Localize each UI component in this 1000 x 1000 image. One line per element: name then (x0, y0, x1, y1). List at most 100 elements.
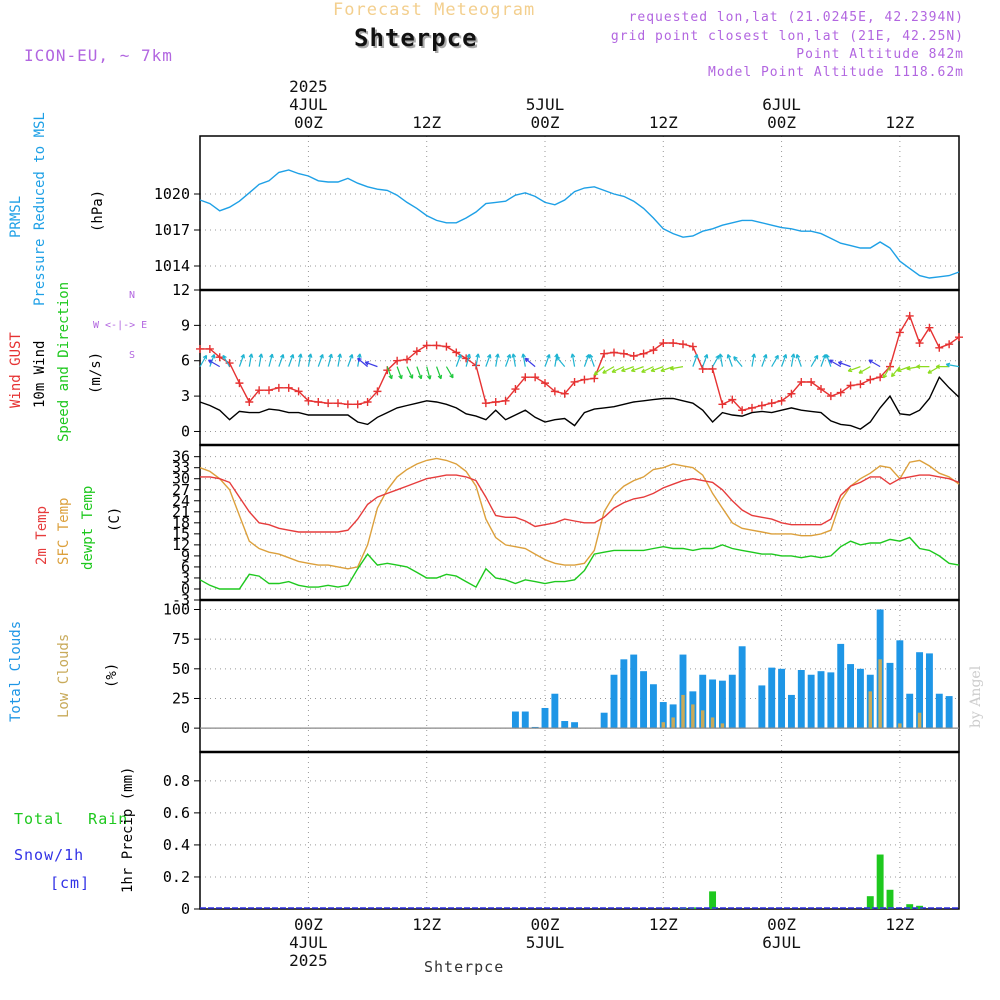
gust-point (412, 347, 421, 356)
total-cloud-bar (699, 674, 707, 729)
total-cloud-bar (925, 653, 933, 729)
gust-point (807, 377, 816, 386)
total-cloud-bar (640, 671, 648, 729)
gust-point (679, 340, 687, 349)
wind-arrow (347, 353, 354, 367)
wind-arrow (465, 353, 471, 367)
time-axis-top-label: 5JUL (526, 95, 565, 114)
wind-arrow (317, 353, 324, 367)
gust-point (728, 395, 737, 404)
y-tick-label: 1020 (154, 185, 190, 203)
wind-arrow (935, 364, 950, 369)
total-cloud-bar (718, 680, 726, 729)
rain-bar (886, 889, 894, 909)
panel-frame (199, 135, 960, 291)
wind-arrow (207, 359, 221, 368)
y-tick-label: 100 (163, 600, 190, 618)
total-cloud-bar (669, 704, 677, 729)
gust-point (235, 379, 244, 388)
y-tick-label: 0.8 (163, 772, 190, 790)
total-cloud-bar (916, 652, 924, 729)
footer-location: Shterpce (424, 958, 505, 976)
wind-arrow (790, 353, 796, 367)
time-axis-top-label: 12Z (885, 113, 914, 132)
gust-point (748, 403, 756, 412)
compass-north: N (129, 290, 136, 301)
model-label: ICON-EU, ~ 7km (24, 46, 173, 65)
gust-point (836, 388, 845, 397)
total-cloud-bar (856, 668, 864, 729)
time-axis-bottom-label: 12Z (649, 915, 678, 934)
dewpt-line (199, 536, 960, 590)
time-axis-top-label: 00Z (531, 113, 560, 132)
wind-arrow (916, 364, 930, 369)
wind-arrow (825, 353, 832, 367)
wind-arrow (650, 366, 664, 373)
time-axis-bottom-label: 00Z (531, 915, 560, 934)
gust-point (363, 397, 372, 406)
panel-frame (199, 599, 960, 753)
wind-arrow (426, 366, 432, 380)
requested-location: requested lon,lat (21.0245E, 42.2394N) (628, 10, 964, 25)
compass-we: W <-|-> E (93, 320, 148, 331)
total-cloud-bar (541, 707, 549, 729)
wind-arrow (588, 353, 595, 367)
wind-arrow (761, 353, 768, 367)
rain-bar (876, 854, 884, 909)
total-cloud-bar (649, 684, 657, 729)
time-axis-bottom-label: 12Z (885, 915, 914, 934)
gust-point (600, 349, 609, 358)
gust-point (403, 355, 411, 364)
low-cloud-bar (671, 717, 675, 729)
wind-arrow (669, 365, 684, 371)
gust-point (945, 340, 954, 349)
gust-point (481, 399, 490, 408)
total-cloud-bar (807, 674, 815, 729)
gust-point (550, 387, 559, 396)
wind-arrow (544, 353, 551, 367)
panel-frame (199, 289, 960, 446)
y-tick-label: 6 (181, 558, 190, 576)
total-cloud-bar (758, 685, 766, 729)
gust-point (856, 380, 865, 389)
wind-arrow (781, 353, 788, 367)
gust-point (826, 392, 835, 401)
total-cloud-bar (561, 721, 569, 729)
wind-arrow (733, 356, 743, 368)
y-tick-label: 0 (181, 719, 190, 737)
gust-point (777, 396, 786, 405)
wind-arrow (238, 353, 245, 367)
total-cloud-bar (551, 693, 559, 729)
rain-bar (906, 904, 914, 909)
total-cloud-bar (620, 659, 628, 729)
time-axis-top-label: 00Z (767, 113, 796, 132)
gust-point (797, 377, 806, 386)
gust-point (442, 342, 451, 351)
total-rain-legend: Total Rain (14, 810, 129, 828)
wind-arrow (357, 357, 368, 368)
wind-arrow (555, 356, 566, 368)
compass-south: S (129, 350, 136, 361)
time-axis-top-label: 6JUL (762, 95, 801, 114)
gust-point (334, 399, 342, 408)
wind-arrow (278, 353, 285, 367)
gust-point (541, 379, 549, 388)
gust-point (452, 348, 461, 357)
gust-point (324, 399, 333, 408)
y-tick-label: 0.2 (163, 868, 190, 886)
wind-arrow (751, 353, 757, 367)
wind-arrow (248, 353, 254, 367)
gust-point (265, 386, 273, 395)
rain-bar (866, 896, 874, 909)
low-cloud-bar (898, 723, 902, 729)
y-tick-label: 6 (181, 352, 190, 370)
wind-arrow (837, 361, 851, 368)
total-cloud-bar (827, 672, 835, 729)
y-tick-label: 0.4 (163, 836, 190, 854)
model-altitude: Model Point Altitude 1118.62m (708, 65, 964, 80)
gust-point (688, 342, 697, 351)
gust-point (491, 397, 500, 406)
gust-point (629, 352, 638, 361)
y-tick-label: 1017 (154, 221, 190, 239)
y-tick-label: 12 (172, 536, 190, 554)
